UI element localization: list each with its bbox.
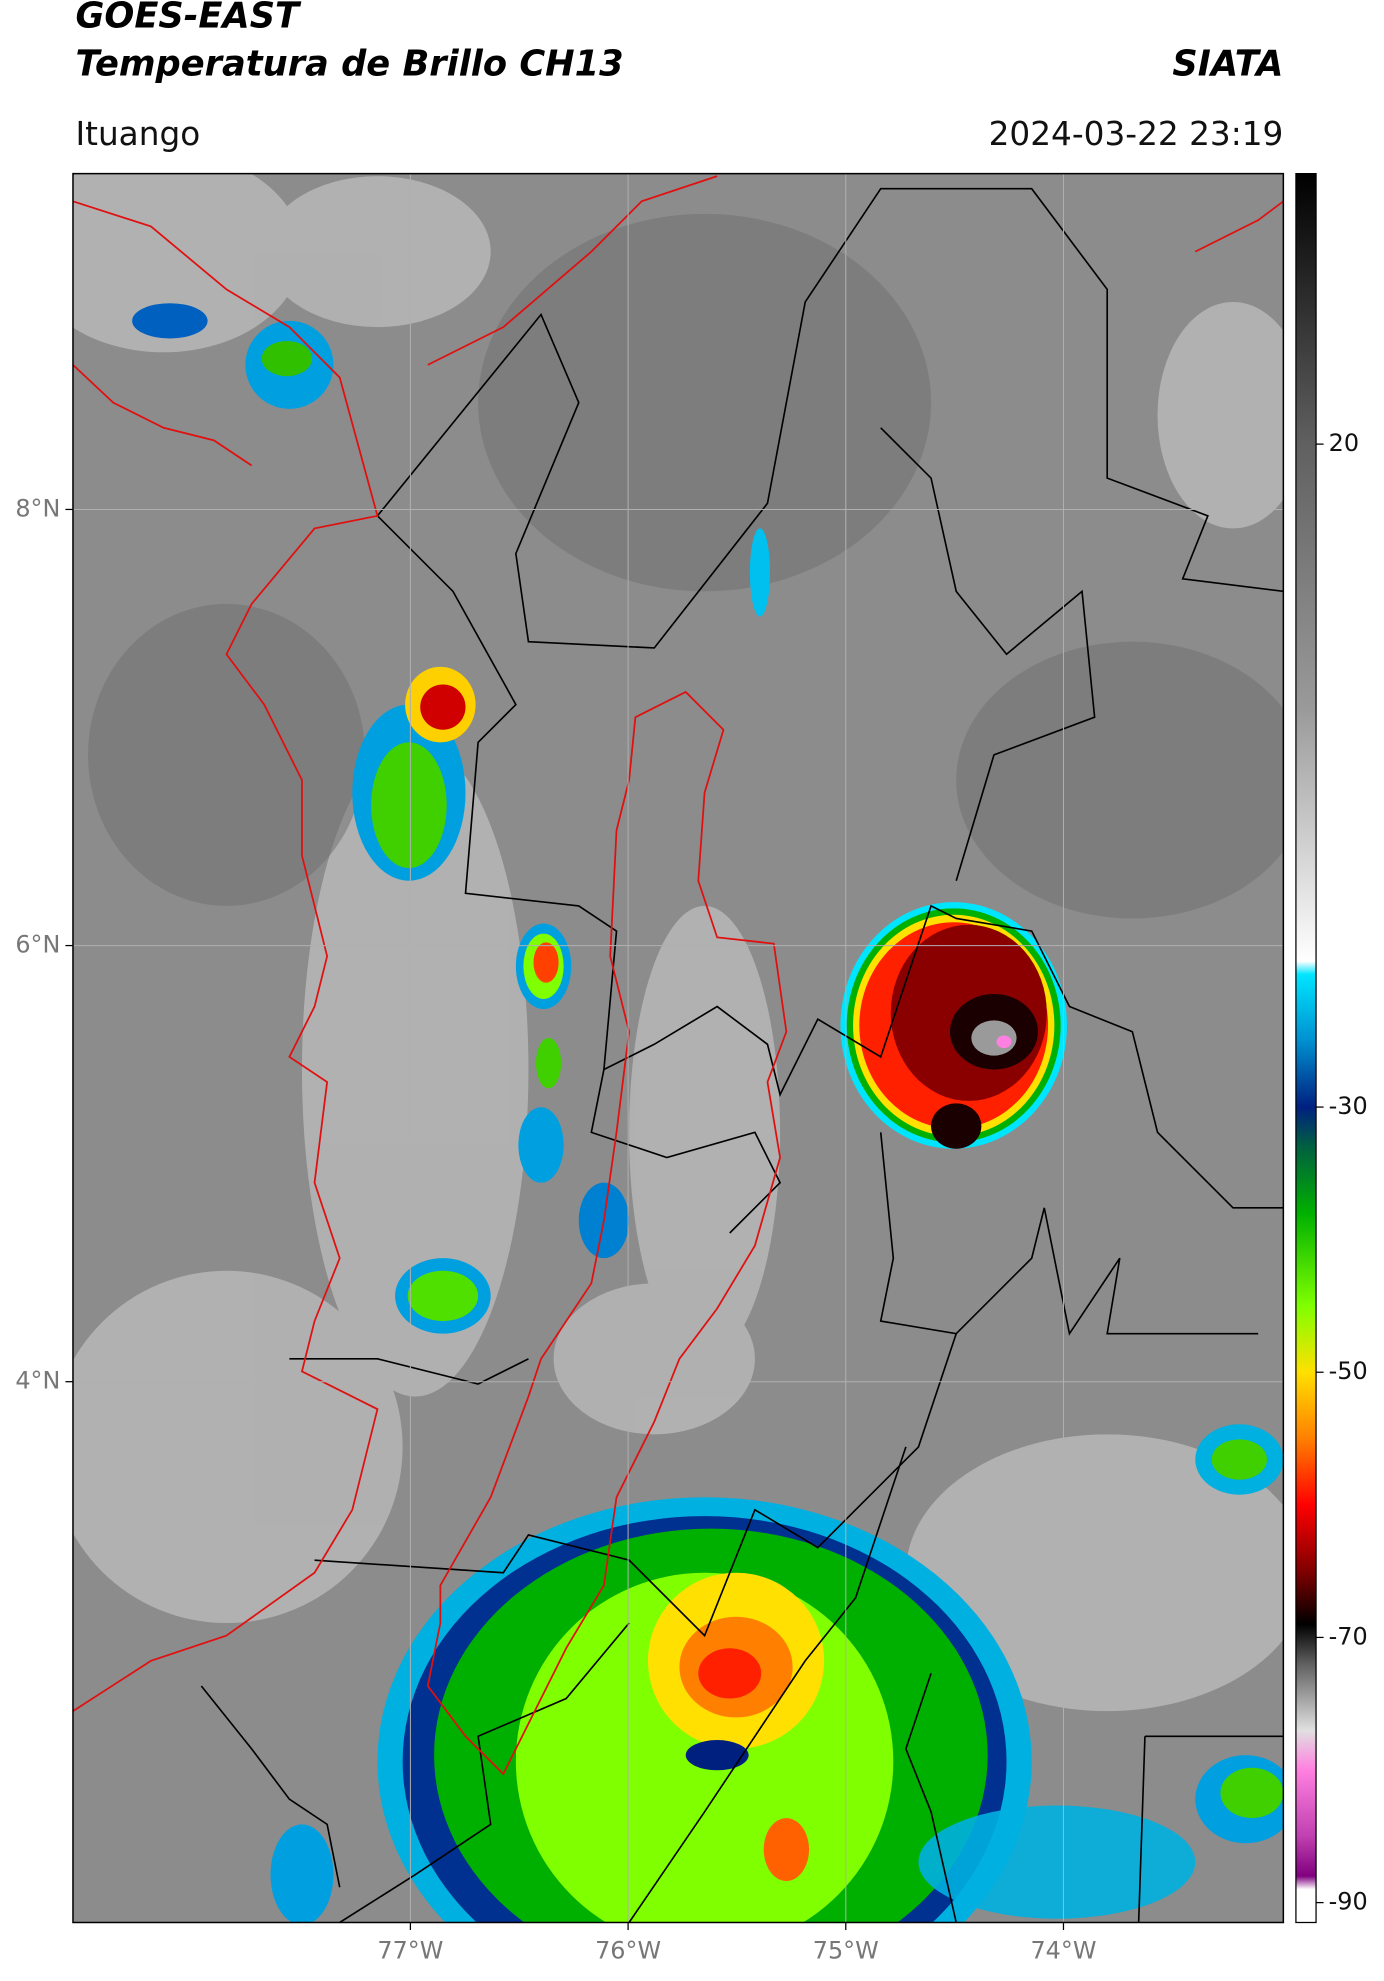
colorbar-tick-label: -50: [1329, 1357, 1368, 1385]
colorbar: [1295, 172, 1317, 1924]
y-tick-label: 6°N: [15, 931, 60, 959]
x-tick-label: 76°W: [595, 1936, 661, 1964]
subtitle: Temperatura de Brillo CH13: [75, 43, 623, 84]
colorbar-tick-label: -70: [1329, 1622, 1368, 1650]
storm-south: [377, 1497, 1032, 1923]
colorbar-tick-label: -90: [1329, 1888, 1368, 1916]
colorbar-tick-label: -30: [1329, 1092, 1368, 1120]
axes: 77°W 76°W 75°W 74°W 4°N 6°N 8°N: [15, 494, 1096, 1964]
y-tick-label: 4°N: [15, 1367, 60, 1395]
location: Ituango: [75, 115, 200, 153]
x-tick-label: 74°W: [1030, 1936, 1096, 1964]
datetime: 2024-03-22 23:19: [989, 115, 1284, 153]
admin-borders: [200, 187, 1284, 1923]
red-borders: [72, 175, 1284, 1776]
x-tick-label: 77°W: [377, 1936, 443, 1964]
source: SIATA: [1172, 43, 1283, 84]
y-tick-label: 8°N: [15, 494, 60, 522]
map-image: [72, 173, 1284, 1923]
small-cells: [132, 303, 1284, 1923]
title: GOES-EAST: [75, 0, 302, 37]
colorbar-axis: -90 -70 -50 -30 20: [1316, 429, 1368, 1916]
colorbar-tick-label: 20: [1329, 429, 1359, 457]
grid: [72, 173, 1284, 1923]
x-tick-label: 75°W: [813, 1936, 879, 1964]
storm-east: [840, 902, 1067, 1149]
map-frame: [72, 172, 1285, 1924]
